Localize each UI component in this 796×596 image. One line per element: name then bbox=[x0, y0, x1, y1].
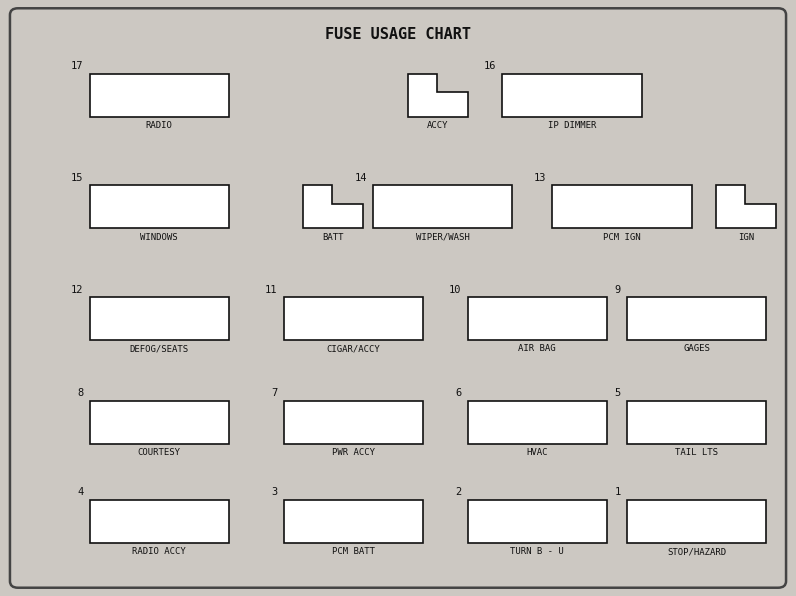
Text: 4: 4 bbox=[77, 488, 84, 498]
Text: 15: 15 bbox=[71, 173, 84, 183]
Text: WIPER/WASH: WIPER/WASH bbox=[416, 232, 470, 241]
Text: 17: 17 bbox=[71, 61, 84, 71]
Bar bbox=[373, 185, 513, 228]
Bar bbox=[468, 401, 607, 443]
Text: GAGES: GAGES bbox=[683, 344, 710, 353]
Text: 5: 5 bbox=[615, 388, 621, 398]
Text: 1: 1 bbox=[615, 488, 621, 498]
Text: AIR BAG: AIR BAG bbox=[518, 344, 556, 353]
Polygon shape bbox=[303, 185, 363, 228]
Bar bbox=[627, 401, 766, 443]
Bar bbox=[468, 297, 607, 340]
Bar bbox=[468, 500, 607, 543]
Polygon shape bbox=[716, 185, 776, 228]
Text: 11: 11 bbox=[265, 285, 278, 294]
Bar bbox=[89, 401, 229, 443]
Bar bbox=[627, 500, 766, 543]
Text: 10: 10 bbox=[449, 285, 462, 294]
Text: 3: 3 bbox=[271, 488, 278, 498]
Text: BATT: BATT bbox=[322, 232, 344, 241]
Bar bbox=[627, 297, 766, 340]
Text: PCM IGN: PCM IGN bbox=[603, 232, 641, 241]
Text: 2: 2 bbox=[455, 488, 462, 498]
Text: TURN B - U: TURN B - U bbox=[510, 547, 564, 556]
Bar bbox=[552, 185, 692, 228]
FancyBboxPatch shape bbox=[10, 8, 786, 588]
Bar bbox=[283, 297, 423, 340]
Bar bbox=[89, 297, 229, 340]
Text: 16: 16 bbox=[484, 61, 497, 71]
Text: HVAC: HVAC bbox=[526, 448, 548, 457]
Bar bbox=[89, 500, 229, 543]
Text: 9: 9 bbox=[615, 285, 621, 294]
Polygon shape bbox=[408, 74, 467, 117]
Text: STOP/HAZARD: STOP/HAZARD bbox=[667, 547, 726, 556]
Text: IGN: IGN bbox=[738, 232, 755, 241]
Text: WINDOWS: WINDOWS bbox=[140, 232, 178, 241]
Text: IP DIMMER: IP DIMMER bbox=[548, 121, 596, 130]
Text: RADIO: RADIO bbox=[146, 121, 173, 130]
Text: 7: 7 bbox=[271, 388, 278, 398]
Bar bbox=[283, 500, 423, 543]
Text: 8: 8 bbox=[77, 388, 84, 398]
Text: TAIL LTS: TAIL LTS bbox=[675, 448, 718, 457]
Text: CIGAR/ACCY: CIGAR/ACCY bbox=[326, 344, 380, 353]
Text: DEFOG/SEATS: DEFOG/SEATS bbox=[130, 344, 189, 353]
Bar bbox=[89, 74, 229, 117]
Text: RADIO ACCY: RADIO ACCY bbox=[132, 547, 186, 556]
Text: PWR ACCY: PWR ACCY bbox=[332, 448, 375, 457]
Bar bbox=[502, 74, 642, 117]
Text: FUSE USAGE CHART: FUSE USAGE CHART bbox=[325, 27, 471, 42]
Text: 14: 14 bbox=[355, 173, 367, 183]
Text: ACCY: ACCY bbox=[427, 121, 449, 130]
Text: PCM BATT: PCM BATT bbox=[332, 547, 375, 556]
Text: 6: 6 bbox=[455, 388, 462, 398]
Bar bbox=[89, 185, 229, 228]
Text: 13: 13 bbox=[534, 173, 546, 183]
Text: 12: 12 bbox=[71, 285, 84, 294]
Text: COURTESY: COURTESY bbox=[138, 448, 181, 457]
Bar bbox=[283, 401, 423, 443]
